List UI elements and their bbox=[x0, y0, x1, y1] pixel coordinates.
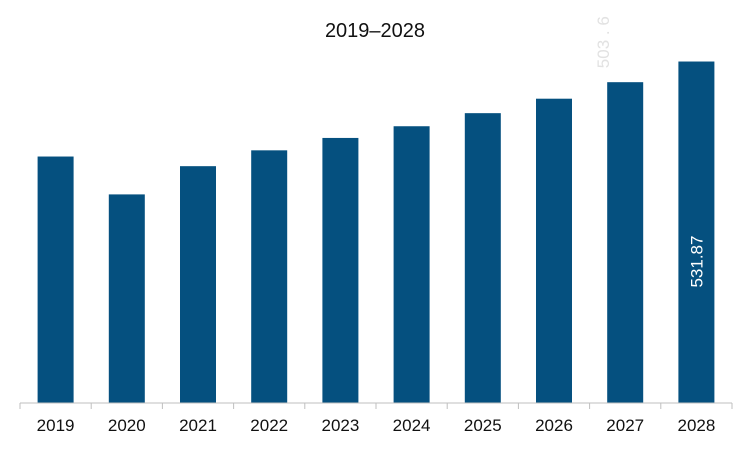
chart-title: 2019–2028 bbox=[325, 20, 425, 42]
bars-group bbox=[37, 61, 715, 404]
x-tick-label-2019: 2019 bbox=[37, 416, 75, 435]
x-tick-label-2020: 2020 bbox=[108, 416, 146, 435]
x-tick-label-2023: 2023 bbox=[321, 416, 359, 435]
bar-2019 bbox=[37, 156, 74, 403]
x-ticks-group bbox=[19, 403, 733, 409]
data-labels-group: 503 . 6 531.87 bbox=[594, 16, 706, 287]
x-tick-label-2024: 2024 bbox=[393, 416, 431, 435]
bar-2027 bbox=[607, 82, 644, 404]
x-tick-label-2027: 2027 bbox=[606, 416, 644, 435]
bar-2022 bbox=[251, 150, 288, 403]
data-label-2027: 503 . 6 bbox=[594, 16, 613, 68]
x-tick-label-2022: 2022 bbox=[250, 416, 288, 435]
x-tick-labels-group: 2019 2020 2021 2022 2023 2024 2025 2026 2027 2028 bbox=[37, 416, 716, 435]
x-tick-label-2025: 2025 bbox=[464, 416, 502, 435]
bar-2020 bbox=[108, 194, 145, 403]
bar-2026 bbox=[536, 98, 572, 403]
bar-2021 bbox=[180, 166, 216, 403]
bar-2028 bbox=[678, 61, 715, 404]
x-tick-label-2021: 2021 bbox=[179, 416, 217, 435]
x-tick-label-2026: 2026 bbox=[535, 416, 573, 435]
x-tick-label-2028: 2028 bbox=[677, 416, 715, 435]
bar-2025 bbox=[464, 113, 501, 403]
bar-2024 bbox=[393, 126, 430, 404]
data-label-2028: 531.87 bbox=[687, 236, 706, 288]
bar-2023 bbox=[322, 137, 359, 403]
